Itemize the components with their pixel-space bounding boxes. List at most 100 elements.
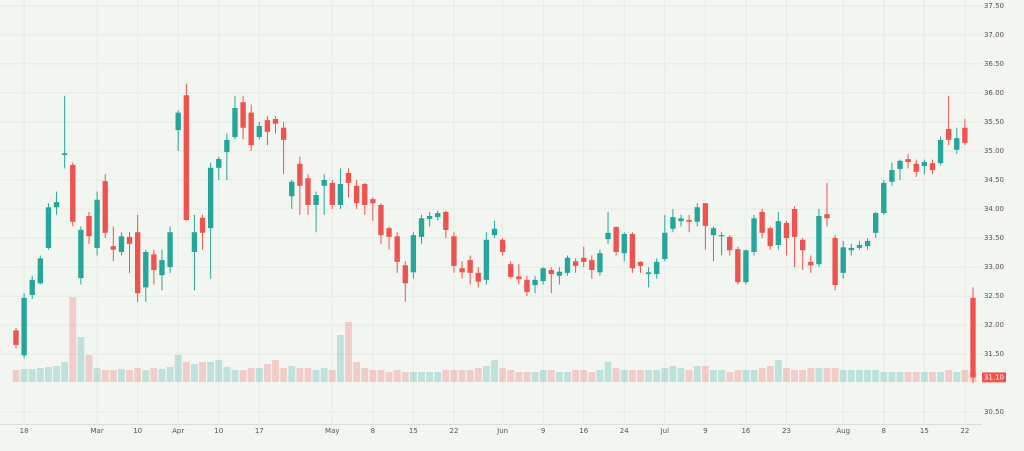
volume-bar <box>742 370 750 382</box>
candle-body <box>305 178 311 205</box>
candle-body <box>816 215 822 265</box>
volume-bar <box>499 368 507 382</box>
volume-bar <box>239 370 247 382</box>
candle-body <box>297 163 303 186</box>
volume-bar <box>564 372 571 382</box>
x-tick-label: 8 <box>371 427 375 435</box>
volume-bar <box>20 369 28 382</box>
candle-body <box>37 258 44 284</box>
candle-body <box>61 153 68 156</box>
volume-bar <box>783 368 790 382</box>
candle-layer <box>13 84 976 384</box>
y-tick-label: 33.00 <box>984 263 1004 271</box>
volume-bar <box>904 372 912 382</box>
volume-bar <box>320 368 328 382</box>
volume-bar <box>823 368 831 382</box>
volume-bar <box>434 372 442 382</box>
x-tick-label: 15 <box>409 427 418 435</box>
x-tick-label: Apr <box>172 427 184 435</box>
volume-bar <box>718 370 725 382</box>
volume-bar <box>872 370 880 382</box>
volume-bar <box>328 370 336 382</box>
volume-bar <box>661 368 669 382</box>
candle-body <box>426 215 433 219</box>
candle-body <box>962 127 968 143</box>
candle-body <box>329 182 335 205</box>
candle-body <box>232 107 238 138</box>
x-tick-label: 24 <box>620 427 629 435</box>
volume-bar <box>393 370 401 382</box>
x-tick-label: 9 <box>541 427 545 435</box>
volume-bar <box>653 370 661 382</box>
volume-bar <box>450 370 458 382</box>
volume-bar <box>109 370 117 382</box>
candle-body <box>86 215 92 237</box>
label-layer: 30.50 31.50 32.00 32.50 33.00 33.50 34.00 34.50… <box>20 2 1006 435</box>
candle-body <box>848 247 855 251</box>
x-tick-label: 23 <box>782 427 791 435</box>
candle-body <box>159 260 165 276</box>
candle-body <box>394 236 400 262</box>
candle-body <box>467 260 473 273</box>
candle-body <box>629 233 636 269</box>
volume-bar <box>166 367 174 382</box>
candle-body <box>45 207 52 248</box>
candle-body <box>53 202 60 208</box>
volume-bar <box>231 370 239 382</box>
candle-body <box>954 138 960 150</box>
candle-body <box>597 253 603 273</box>
volume-bar <box>199 362 206 382</box>
candle-body <box>21 297 27 356</box>
candle-body <box>183 95 189 221</box>
y-tick-label: 36.00 <box>984 89 1004 97</box>
y-tick-label: 35.50 <box>984 118 1004 126</box>
volume-bar <box>669 366 677 382</box>
volume-bar <box>142 370 150 382</box>
candle-body <box>783 222 790 239</box>
volume-bar <box>126 370 133 382</box>
volume-bar <box>134 368 142 382</box>
candle-body <box>791 209 798 237</box>
candle-body <box>256 125 262 138</box>
volume-bar <box>409 372 417 382</box>
candle-body <box>548 269 554 275</box>
volume-bar <box>28 369 36 382</box>
candle-body <box>775 221 782 246</box>
volume-bar <box>337 335 344 382</box>
candle-body <box>929 163 936 171</box>
candle-body <box>134 232 141 294</box>
x-tick-label: 22 <box>960 427 969 435</box>
x-tick-label: 9 <box>703 427 707 435</box>
volume-bar <box>888 372 896 382</box>
candle-body <box>321 179 327 186</box>
volume-bar <box>620 370 628 382</box>
volume-bar <box>385 372 393 382</box>
candle-body <box>118 236 125 252</box>
candle-body <box>524 279 530 293</box>
candle-body <box>508 264 514 277</box>
candle-body <box>248 112 254 146</box>
volume-bar <box>361 368 369 382</box>
candle-body <box>272 119 279 124</box>
candle-body <box>94 199 100 248</box>
candle-body <box>800 239 806 251</box>
volume-bar <box>458 370 466 382</box>
volume-bar <box>507 370 515 382</box>
candle-body <box>718 235 725 237</box>
x-tick-label: 15 <box>920 427 929 435</box>
volume-bar <box>726 372 734 382</box>
x-tick-label: Jun <box>496 427 508 435</box>
volume-bar <box>685 370 693 382</box>
candle-body <box>905 159 911 162</box>
candle-body <box>743 250 749 283</box>
volume-bar <box>491 360 498 382</box>
volume-bar <box>426 372 434 382</box>
candle-body <box>280 127 287 140</box>
volume-bar <box>418 372 425 382</box>
candle-body <box>564 257 571 273</box>
volume-bar <box>807 368 815 382</box>
volume-bar <box>815 368 823 382</box>
volume-bar <box>272 360 279 382</box>
candle-body <box>418 218 425 237</box>
